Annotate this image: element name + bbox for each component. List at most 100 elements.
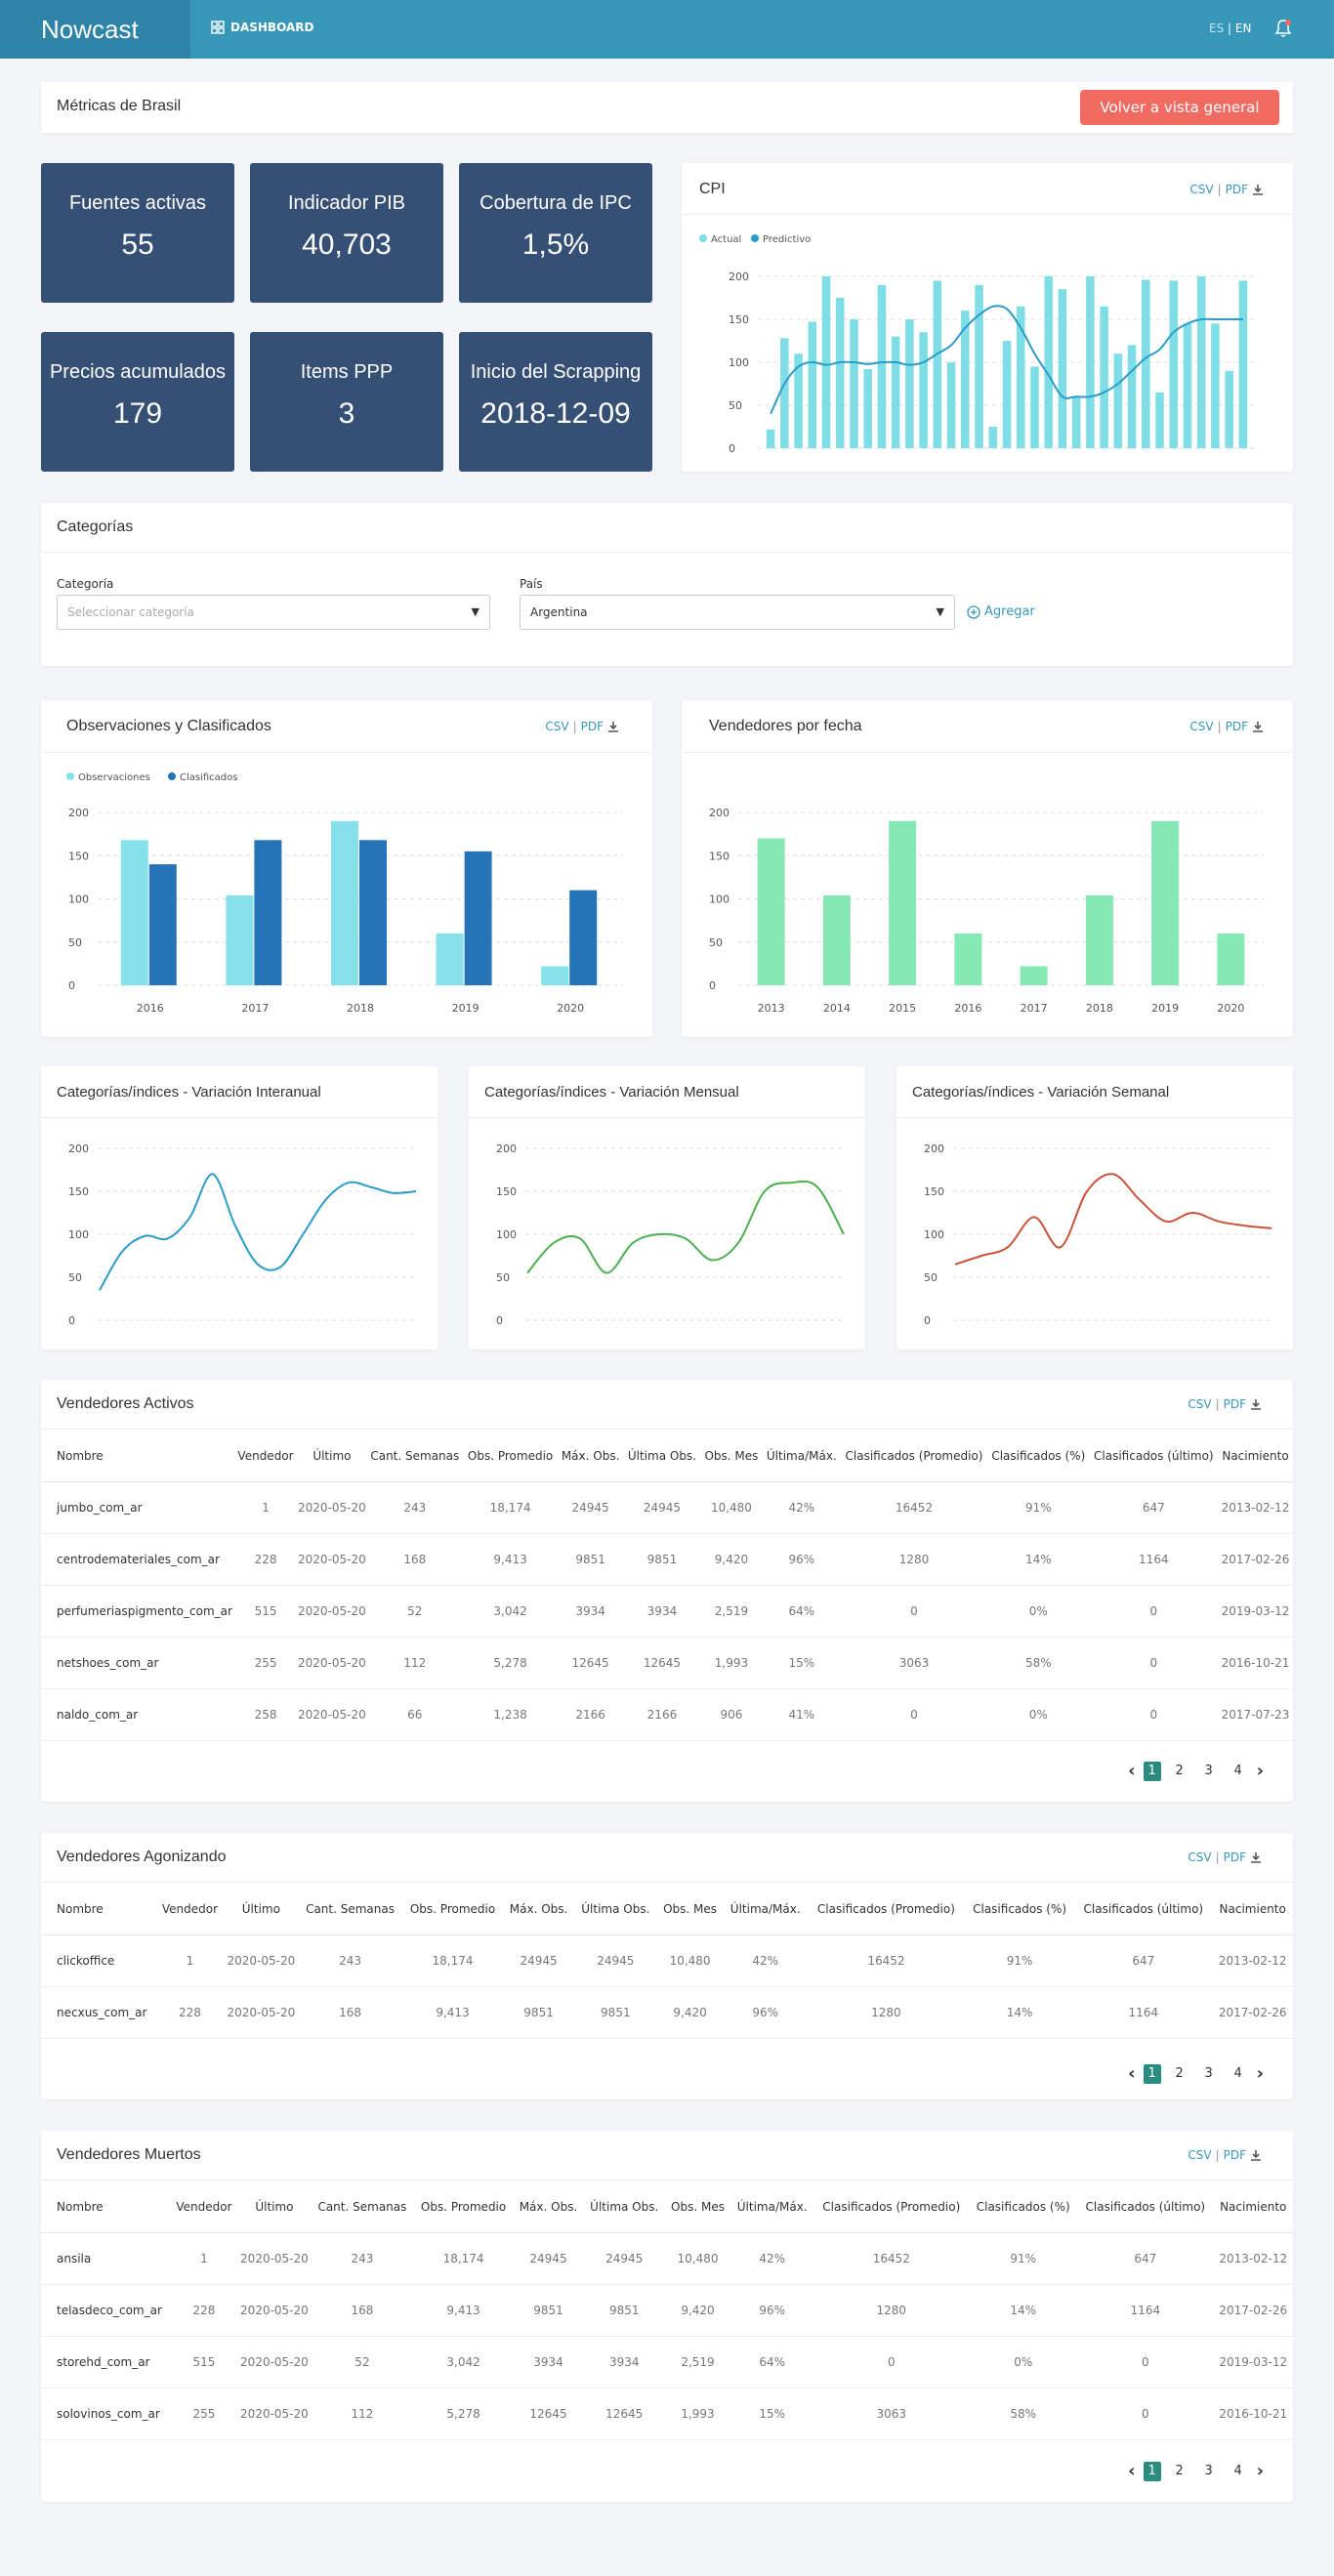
page-button[interactable]: 1 — [1143, 2461, 1161, 2481]
table-row[interactable]: necxus_com_ar 228 2020-05-20 168 9,413 9851 98… — [41, 1986, 1293, 2039]
csv-link[interactable]: CSV — [1189, 720, 1214, 733]
column-header[interactable]: Clasificados (último) — [1077, 2181, 1214, 2233]
chevron-left-icon[interactable]: ‹ — [1128, 2461, 1136, 2481]
column-header[interactable]: Clasificados (%) — [969, 2181, 1078, 2233]
download-icon[interactable] — [1250, 1398, 1262, 1410]
page-button[interactable]: 1 — [1143, 2063, 1161, 2084]
agregar-button[interactable]: Agregar — [967, 604, 1035, 619]
chevron-right-icon[interactable]: › — [1256, 2461, 1264, 2481]
table-row[interactable]: telasdeco_com_ar 228 2020-05-20 168 9,413 985… — [41, 2284, 1293, 2337]
download-icon[interactable] — [1252, 184, 1264, 195]
lang-es[interactable]: ES — [1209, 21, 1225, 35]
column-header[interactable]: Cant. Semanas — [311, 2181, 414, 2233]
table-row[interactable]: clickoffice 1 2020-05-20 243 18,174 24945 2494… — [41, 1934, 1293, 1987]
column-header[interactable]: Último — [297, 1431, 367, 1482]
column-header[interactable]: Nacimiento — [1213, 2181, 1293, 2233]
column-header[interactable]: Vendedor — [233, 1431, 298, 1482]
page-button[interactable]: 4 — [1233, 2065, 1242, 2081]
column-header[interactable]: Máx. Obs. — [503, 1884, 575, 1935]
column-header[interactable]: Clasificados (%) — [964, 1884, 1075, 1935]
column-header[interactable]: Nombre — [41, 1884, 156, 1935]
app-logo[interactable]: Nowcast — [0, 0, 190, 59]
column-header[interactable]: Máx. Obs. — [557, 1431, 624, 1482]
column-header[interactable]: Obs. Mes — [656, 1884, 724, 1935]
column-header[interactable]: Clasificados (Promedio) — [813, 2181, 970, 2233]
chevron-right-icon[interactable]: › — [1256, 2063, 1264, 2084]
page-button[interactable]: 3 — [1204, 2065, 1213, 2081]
table-row[interactable]: jumbo_com_ar 1 2020-05-20 243 18,174 24945 249… — [41, 1481, 1293, 1534]
page-button[interactable]: 3 — [1204, 2463, 1213, 2478]
cpi-bar — [975, 284, 983, 448]
column-header[interactable]: Nombre — [41, 1431, 234, 1482]
page-button[interactable]: 2 — [1175, 2065, 1184, 2081]
pdf-link[interactable]: PDF — [1223, 1397, 1246, 1411]
column-header[interactable]: Última/Máx. — [762, 1431, 842, 1482]
csv-link[interactable]: CSV — [1189, 183, 1214, 196]
pdf-link[interactable]: PDF — [1223, 1850, 1246, 1864]
download-icon[interactable] — [1250, 1851, 1262, 1863]
csv-link[interactable]: CSV — [1188, 2148, 1212, 2162]
pdf-link[interactable]: PDF — [1225, 720, 1248, 733]
column-header[interactable]: Obs. Mes — [664, 2181, 731, 2233]
page-button[interactable]: 1 — [1143, 1761, 1161, 1781]
column-header[interactable]: Nombre — [41, 2181, 171, 2233]
column-header[interactable]: Clasificados (Promedio) — [841, 1431, 987, 1482]
pdf-link[interactable]: PDF — [580, 720, 604, 733]
column-header[interactable]: Cant. Semanas — [298, 1884, 402, 1935]
table-row[interactable]: centrodemateriales_com_ar 228 2020-05-20 16… — [41, 1533, 1293, 1586]
column-header[interactable]: Obs. Promedio — [463, 1431, 558, 1482]
column-header[interactable]: Cant. Semanas — [366, 1431, 464, 1482]
page-button[interactable]: 2 — [1175, 1763, 1184, 1778]
table-cell: 24945 — [574, 1934, 657, 1987]
column-header[interactable]: Última Obs. — [623, 1431, 701, 1482]
column-header[interactable]: Vendedor — [155, 1884, 225, 1935]
column-header[interactable]: Último — [237, 2181, 312, 2233]
table-row[interactable]: naldo_com_ar 258 2020-05-20 66 1,238 2166 2166… — [41, 1688, 1293, 1741]
csv-link[interactable]: CSV — [1188, 1850, 1212, 1864]
column-header[interactable]: Nacimiento — [1212, 1884, 1293, 1935]
table-row[interactable]: solovinos_com_ar 255 2020-05-20 112 5,278 126… — [41, 2388, 1293, 2440]
pdf-link[interactable]: PDF — [1225, 183, 1248, 196]
column-header[interactable]: Clasificados (último) — [1074, 1884, 1213, 1935]
back-overview-button[interactable]: Volver a vista general — [1080, 90, 1279, 125]
chevron-left-icon[interactable]: ‹ — [1128, 2063, 1136, 2084]
csv-link[interactable]: CSV — [1188, 1397, 1212, 1411]
table-row[interactable]: storehd_com_ar 515 2020-05-20 52 3,042 3934 39… — [41, 2336, 1293, 2389]
page-button[interactable]: 2 — [1175, 2463, 1184, 2478]
pais-select[interactable]: Argentina ▼ — [520, 595, 955, 630]
column-header[interactable]: Obs. Mes — [700, 1431, 763, 1482]
pdf-link[interactable]: PDF — [1223, 2148, 1246, 2162]
csv-link[interactable]: CSV — [545, 720, 569, 733]
column-header[interactable]: Última/Máx. — [723, 1884, 808, 1935]
column-header[interactable]: Obs. Promedio — [413, 2181, 514, 2233]
chevron-right-icon[interactable]: › — [1256, 1761, 1264, 1781]
column-header[interactable]: Vendedor — [170, 2181, 238, 2233]
bell-icon[interactable] — [1274, 19, 1292, 38]
column-header[interactable]: Último — [224, 1884, 299, 1935]
download-icon[interactable] — [1252, 721, 1264, 732]
table-cell: 1164 — [1077, 2284, 1214, 2337]
table-row[interactable]: ansila 1 2020-05-20 243 18,174 24945 24945 10,4… — [41, 2232, 1293, 2285]
column-header[interactable]: Última/Máx. — [730, 2181, 814, 2233]
nav-dashboard[interactable]: DASHBOARD — [211, 21, 313, 34]
chevron-left-icon[interactable]: ‹ — [1128, 1761, 1136, 1781]
lang-en[interactable]: EN — [1234, 21, 1252, 35]
page-button[interactable]: 4 — [1233, 1763, 1242, 1778]
download-icon[interactable] — [607, 721, 619, 732]
column-header[interactable]: Clasificados (Promedio) — [807, 1884, 965, 1935]
table-row[interactable]: perfumeriaspigmento_com_ar 515 2020-05-20 5… — [41, 1585, 1293, 1638]
page-button[interactable]: 4 — [1233, 2463, 1242, 2478]
column-header[interactable]: Última Obs. — [574, 1884, 657, 1935]
page-button[interactable]: 3 — [1204, 1763, 1213, 1778]
table-row[interactable]: netshoes_com_ar 255 2020-05-20 112 5,278 1264… — [41, 1637, 1293, 1689]
table-cell: 9851 — [557, 1533, 624, 1586]
column-header[interactable]: Clasificados (último) — [1089, 1431, 1219, 1482]
column-header[interactable]: Máx. Obs. — [513, 2181, 584, 2233]
download-icon[interactable] — [1250, 2149, 1262, 2161]
categoria-select[interactable]: Seleccionar categoría ▼ — [57, 595, 490, 630]
column-header[interactable]: Nacimiento — [1218, 1431, 1293, 1482]
column-header[interactable]: Obs. Promedio — [402, 1884, 504, 1935]
column-header[interactable]: Clasificados (%) — [986, 1431, 1090, 1482]
table-cell: 9851 — [583, 2284, 665, 2337]
column-header[interactable]: Última Obs. — [583, 2181, 665, 2233]
